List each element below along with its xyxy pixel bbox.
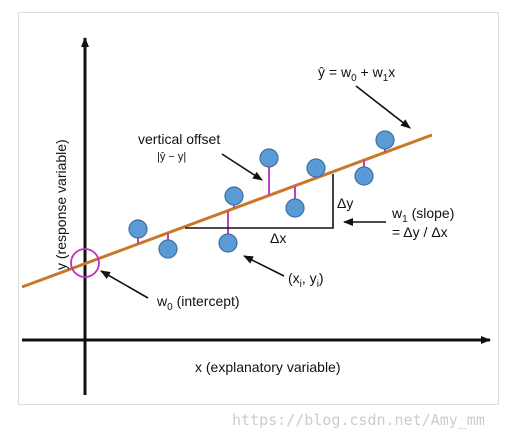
intercept-label: w0 (intercept) [156,293,240,313]
text-part: (slope) [408,205,455,221]
frame [18,12,499,405]
delta-x: Δx [270,230,286,246]
arrow [100,270,149,299]
text-part: (intercept) [173,293,240,309]
text-part: 0 [167,302,173,313]
slope-formula: = Δy / Δx [392,224,448,240]
text-part: i [300,279,302,290]
text-part: 1 [383,73,389,84]
text-part: (x [288,270,300,286]
slope-label: w1 (slope) [391,205,454,225]
y-axis-label: y (response variable) [53,139,69,270]
text-part: ŷ = w [318,64,352,80]
intercept-marker [70,248,100,278]
point-label: (xi, yi) [288,270,324,290]
text-part: x [388,64,395,80]
data-points [128,130,395,259]
watermark: https://blog.csdn.net/Amy_mm [232,411,485,429]
slope-triangle [185,174,334,229]
text-part: w [156,293,168,309]
offset-formula: |ŷ − y| [157,151,186,163]
text-part: + w [357,64,384,80]
arrow [243,255,285,277]
text-part: 0 [351,73,357,84]
text-part: w [391,205,403,221]
x-axis-label: x (explanatory variable) [195,359,341,375]
text-part: , y [302,270,317,286]
arrow [221,153,263,181]
offset-label: vertical offset [138,131,220,147]
text-part: 1 [402,214,408,225]
arrow [355,85,411,129]
text-part: ) [319,270,324,286]
text-part: i [317,279,319,290]
delta-y: Δy [337,195,353,211]
equation: ŷ = w0 + w1x [318,64,395,84]
